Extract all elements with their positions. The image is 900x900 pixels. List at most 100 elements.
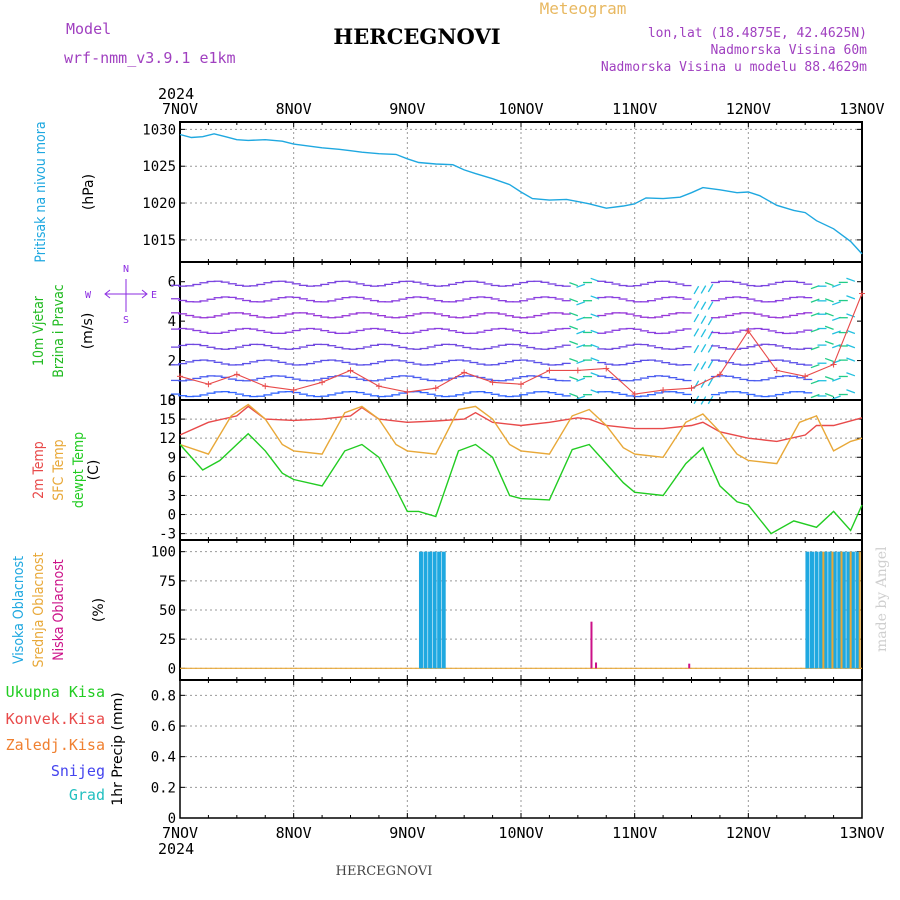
- wind-arrow: [569, 325, 579, 330]
- mid-cloud-bar: [822, 551, 825, 669]
- footer-station: HERCEGNOVI: [336, 864, 433, 879]
- panel-unit: (%): [91, 598, 107, 622]
- y-tick-label: 1030: [142, 122, 176, 138]
- low-cloud-bar: [688, 663, 691, 669]
- panel-label: Niska Oblacnost: [51, 559, 67, 661]
- wind-arrow: [824, 281, 834, 287]
- y-tick-label: 2: [168, 354, 176, 370]
- wind-arrow: [824, 312, 834, 317]
- wind-arrow: [693, 313, 700, 323]
- y-tick-label: 0.2: [151, 780, 176, 796]
- wind-arrow: [824, 325, 834, 330]
- precip-legend-item: Snijeg: [51, 762, 105, 780]
- y-tick-label: 100: [151, 545, 176, 561]
- wind-arrow: [576, 301, 586, 306]
- time-label-top: 10NOV: [498, 100, 543, 118]
- wind-arrow: [810, 312, 820, 317]
- y-tick-label: -3: [159, 527, 176, 543]
- wind-arrow: [590, 389, 600, 394]
- y-tick-label: 0: [168, 661, 176, 677]
- high-cloud-bar: [828, 551, 833, 669]
- wind-arrow: [824, 392, 834, 398]
- wind-arrow: [590, 372, 600, 377]
- time-label-bottom: 11NOV: [612, 824, 657, 842]
- mid-cloud-bar: [858, 551, 861, 669]
- high-cloud-bar: [819, 551, 824, 669]
- precip-legend-item: Konvek.Kisa: [6, 710, 105, 728]
- wind-arrow: [824, 375, 834, 381]
- y-tick-label: 75: [159, 574, 176, 590]
- wind-arrow: [707, 301, 714, 310]
- high-cloud-bar: [423, 551, 428, 669]
- panel-cloud: 100 75 50 25 0 Visoka Oblacnost Srednja Oblacn…: [11, 539, 863, 681]
- panel-label: Visoka Oblacnost: [11, 556, 27, 664]
- y-tick-label: 0.6: [151, 719, 176, 735]
- low-cloud-bar: [595, 662, 598, 669]
- y-tick-label: 50: [159, 603, 176, 619]
- wind-arrow: [590, 357, 600, 362]
- high-cloud-bar: [823, 551, 828, 669]
- high-cloud-bar: [855, 551, 860, 669]
- time-label-bottom: 12NOV: [726, 824, 771, 842]
- wind-arrow: [576, 343, 586, 349]
- wind-arrow: [846, 389, 856, 394]
- wind-compass: N S E W: [85, 264, 157, 326]
- wind-arrow: [707, 283, 714, 293]
- time-label-bottom: 13NOV: [839, 824, 884, 842]
- wind-arrow: [824, 357, 834, 363]
- panel-unit: (hPa): [81, 174, 97, 210]
- wind-arrow: [693, 344, 700, 354]
- wind-arrow: [569, 357, 579, 363]
- wind-arrow: [576, 359, 586, 365]
- year-label-top: 2024: [158, 85, 194, 103]
- y-tick-label: 6: [168, 469, 176, 485]
- y-tick-label: 1020: [142, 196, 176, 212]
- precip-legend-item: Ukupna Kisa: [6, 683, 105, 701]
- wind-arrow: [846, 329, 856, 335]
- panel-label: Pritisak na nivou mora: [33, 121, 49, 262]
- wind-arrow: [700, 343, 707, 353]
- panel-temp: 18 15 12 9 6 3 0 -3 2m Temp SFC Temp dewpt Temp (C): [31, 393, 863, 543]
- low-cloud-bar: [590, 621, 593, 669]
- mid-cloud-bar: [840, 551, 843, 669]
- wind-arrow: [590, 313, 600, 318]
- wind-arrow: [810, 393, 820, 399]
- high-cloud-bar: [809, 551, 814, 669]
- panel-wind: 6 4 2 0 10m Vjetar Brzina i Pravac (m/s): [31, 261, 865, 409]
- wind-arrow: [846, 295, 856, 300]
- mid-cloud-bar: [831, 551, 834, 669]
- compass-arrowhead: [141, 289, 148, 299]
- wind-arrow: [700, 315, 707, 324]
- time-label-bottom: 7NOV: [162, 824, 198, 842]
- wind-arrow: [700, 361, 707, 370]
- y-tick-label: 1025: [142, 159, 176, 175]
- wind-arrow: [693, 328, 700, 337]
- meteogram-label: Meteogram: [540, 0, 627, 18]
- wind-arrow: [590, 295, 600, 300]
- wind-arrow: [810, 328, 820, 333]
- high-cloud-bar: [837, 551, 842, 669]
- y-tick-label: 0: [168, 393, 176, 409]
- wind-arrow: [569, 340, 579, 345]
- time-label-top: 7NOV: [162, 100, 198, 118]
- wind-arrow: [590, 343, 600, 349]
- wind-arrow: [832, 330, 841, 335]
- compass-e: E: [151, 290, 157, 301]
- wind-arrow: [824, 340, 834, 345]
- time-label-top: 8NOV: [276, 100, 312, 118]
- wind-arrow: [569, 281, 579, 287]
- panels: 1030 1025 1020 1015 Pritisak na nivou mora (h…: [11, 121, 865, 827]
- wind-arrow: [846, 344, 856, 349]
- wind-arrow: [846, 372, 856, 377]
- y-tick-label: 4: [168, 314, 176, 330]
- time-label-bottom: 8NOV: [276, 824, 312, 842]
- y-tick-label: 15: [159, 412, 176, 428]
- sfc-temp-line: [179, 403, 863, 465]
- y-tick-label: 12: [159, 431, 176, 447]
- wind-arrow: [700, 328, 707, 338]
- wind-arrow: [569, 376, 579, 381]
- high-cloud-bar: [428, 551, 433, 669]
- panel-label: SFC Temp: [51, 439, 67, 500]
- model-label: Model: [66, 20, 111, 38]
